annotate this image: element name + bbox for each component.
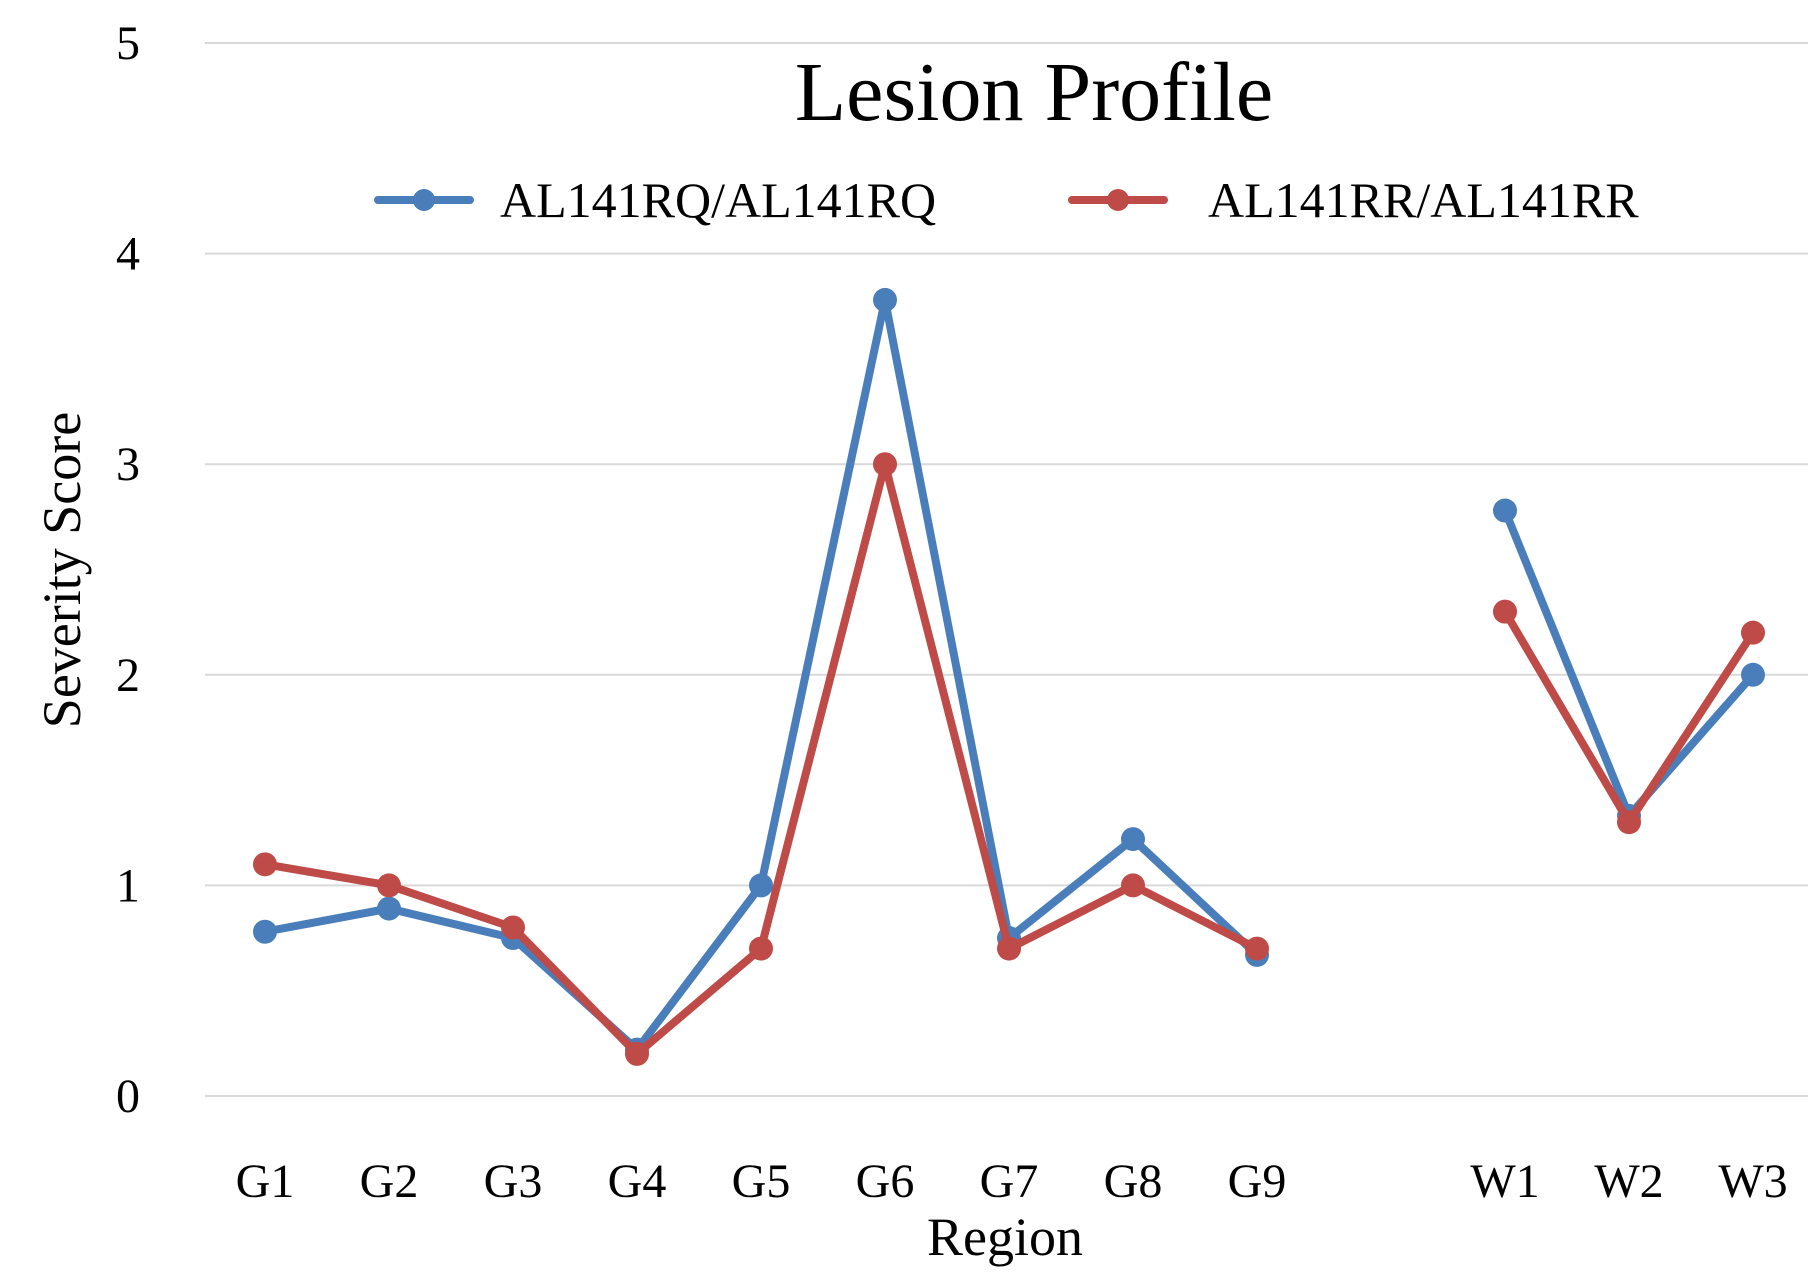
series-1: [253, 452, 1765, 1066]
data-point: [1121, 827, 1145, 852]
series-line-1-segment-0: [261, 460, 1261, 1058]
y-tick-label: 3: [116, 438, 140, 491]
data-point: [1493, 498, 1517, 523]
y-tick-label: 1: [116, 859, 140, 912]
x-tick-label: G8: [1104, 1155, 1163, 1208]
data-point: [1493, 599, 1517, 624]
data-point: [1617, 810, 1641, 835]
x-tick-label: G7: [980, 1155, 1039, 1208]
y-tick-label: 5: [116, 17, 140, 70]
x-axis-label: Region: [927, 1207, 1083, 1267]
y-axis-ticks: 0 1 2 3 4 5: [116, 17, 140, 1123]
data-point: [1741, 662, 1765, 687]
legend-label-al141rq: AL141RQ/AL141RQ: [500, 172, 936, 228]
x-tick-label: G9: [1228, 1155, 1287, 1208]
data-point: [997, 936, 1021, 961]
data-point: [377, 873, 401, 898]
y-tick-label: 0: [116, 1070, 140, 1123]
legend-label-al141rr: AL141RR/AL141RR: [1208, 172, 1639, 228]
series-line-0-segment-1: [1501, 506, 1757, 820]
data-point: [625, 1041, 649, 1066]
data-point: [873, 452, 897, 477]
y-tick-label: 4: [116, 228, 140, 281]
x-tick-label: G1: [236, 1155, 295, 1208]
data-point: [749, 873, 773, 898]
data-point: [1121, 873, 1145, 898]
data-point: [1245, 936, 1269, 961]
x-tick-label: G4: [608, 1155, 667, 1208]
gridlines: [205, 42, 1808, 1097]
y-tick-label: 2: [116, 649, 140, 702]
legend-marker-al141rq: [413, 189, 435, 211]
x-tick-label: G2: [360, 1155, 419, 1208]
data-point: [253, 919, 277, 944]
series: [253, 287, 1765, 1066]
chart-title: Lesion Profile: [795, 46, 1273, 139]
y-axis-label: Severity Score: [32, 412, 92, 728]
x-tick-label: G5: [732, 1155, 791, 1208]
legend: AL141RQ/AL141RQ AL141RR/AL141RR: [374, 172, 1639, 228]
x-tick-label: G6: [856, 1155, 915, 1208]
x-tick-label: W3: [1718, 1155, 1787, 1208]
data-point: [377, 896, 401, 921]
data-point: [501, 915, 525, 940]
data-point: [1741, 620, 1765, 645]
data-point: [749, 936, 773, 961]
data-point: [253, 852, 277, 877]
legend-marker-al141rr: [1107, 189, 1129, 211]
x-tick-label: W2: [1594, 1155, 1663, 1208]
x-tick-label: G3: [484, 1155, 543, 1208]
data-point: [873, 287, 897, 312]
x-axis-ticks: G1 G2 G3 G4 G5 G6 G7 G8 G9 W1 W2 W3: [236, 1155, 1788, 1208]
x-tick-label: W1: [1470, 1155, 1539, 1208]
